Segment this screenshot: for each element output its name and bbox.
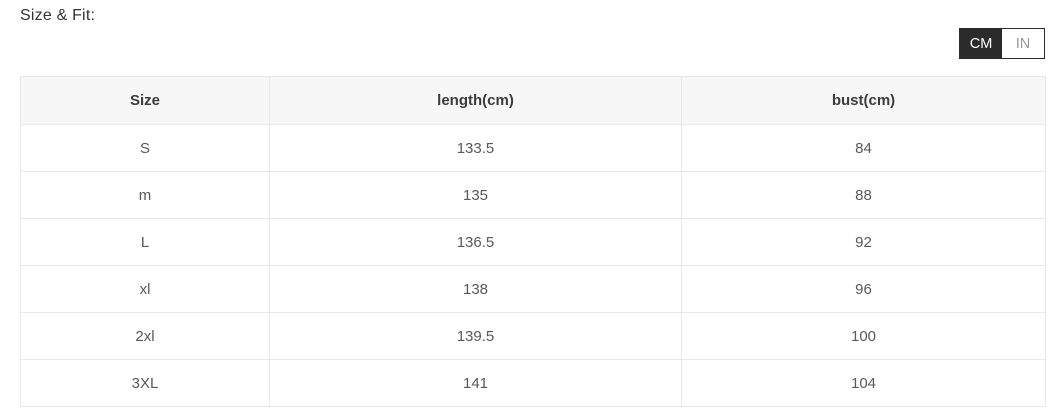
- column-header: length(cm): [269, 76, 682, 125]
- unit-toggle: CM IN: [959, 28, 1045, 59]
- column-header: bust(cm): [681, 76, 1046, 125]
- table-cell: 133.5: [269, 124, 682, 172]
- size-table-header: Size length(cm) bust(cm): [20, 76, 1046, 125]
- column-header: Size: [20, 76, 270, 125]
- table-cell: L: [20, 218, 270, 266]
- table-cell: 135: [269, 171, 682, 219]
- table-cell: 84: [681, 124, 1046, 172]
- table-cell: 136.5: [269, 218, 682, 266]
- table-cell: 141: [269, 359, 682, 407]
- unit-toggle-cm-button[interactable]: CM: [960, 29, 1002, 58]
- table-cell: 2xl: [20, 312, 270, 360]
- table-cell: 3XL: [20, 359, 270, 407]
- table-cell: 139.5: [269, 312, 682, 360]
- table-cell: 96: [681, 265, 1046, 313]
- table-row: 3XL 141 104: [20, 359, 1046, 407]
- table-row: xl 138 96: [20, 265, 1046, 313]
- table-cell: 138: [269, 265, 682, 313]
- table-row: S 133.5 84: [20, 124, 1046, 172]
- table-row: 2xl 139.5 100: [20, 312, 1046, 360]
- table-cell: 88: [681, 171, 1046, 219]
- header-row: Size length(cm) bust(cm): [20, 76, 1046, 125]
- unit-toggle-in-button[interactable]: IN: [1002, 29, 1044, 58]
- table-cell: 92: [681, 218, 1046, 266]
- table-cell: 104: [681, 359, 1046, 407]
- table-row: m 135 88: [20, 171, 1046, 219]
- table-cell: xl: [20, 265, 270, 313]
- table-cell: m: [20, 171, 270, 219]
- size-table-body: S 133.5 84 m 135 88 L 136.5 92 xl 138 96 2xl 139.5 100…: [20, 124, 1046, 407]
- table-cell: 100: [681, 312, 1046, 360]
- table-cell: S: [20, 124, 270, 172]
- size-chart-table: Size length(cm) bust(cm) S 133.5 84 m 135 88 L 13…: [20, 76, 1046, 407]
- table-row: L 136.5 92: [20, 218, 1046, 266]
- section-title: Size & Fit:: [20, 7, 96, 24]
